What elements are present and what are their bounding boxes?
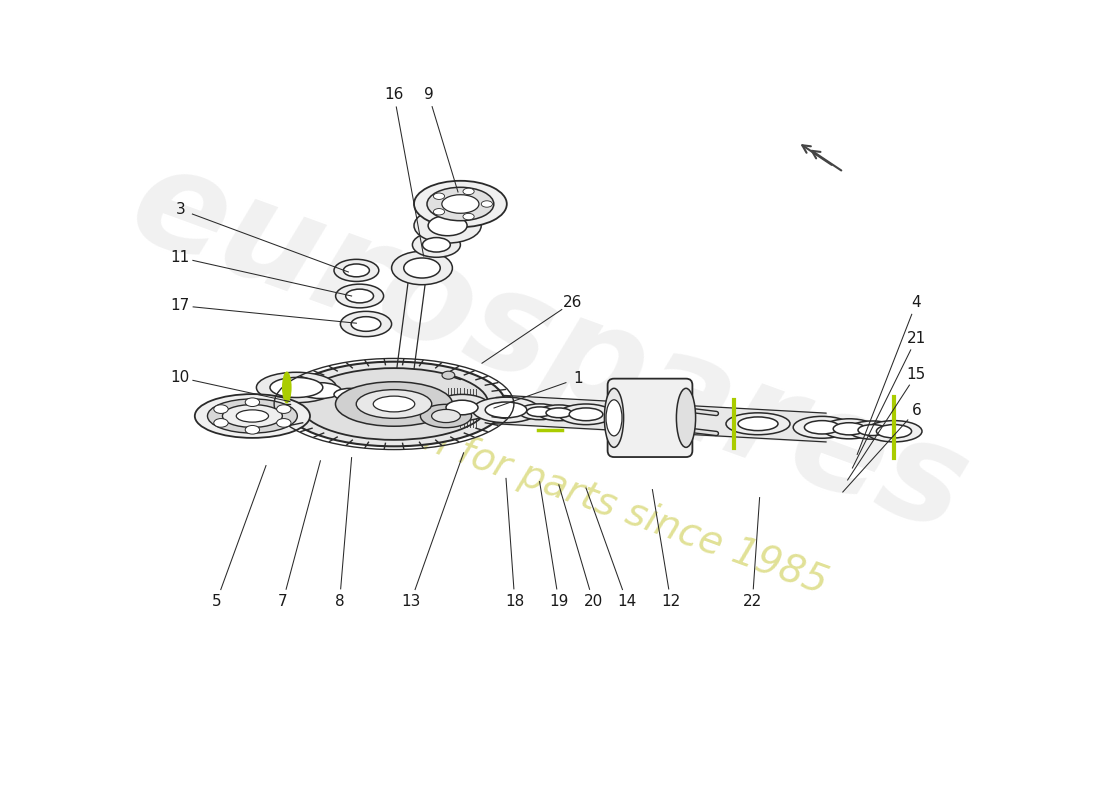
- Ellipse shape: [256, 372, 337, 402]
- Ellipse shape: [481, 201, 493, 207]
- Ellipse shape: [270, 378, 322, 398]
- Text: 6: 6: [912, 403, 922, 418]
- Text: 1: 1: [573, 371, 583, 386]
- Ellipse shape: [538, 405, 580, 421]
- Ellipse shape: [276, 418, 292, 427]
- Ellipse shape: [472, 397, 540, 422]
- Ellipse shape: [427, 187, 494, 221]
- Ellipse shape: [414, 208, 481, 243]
- Ellipse shape: [433, 394, 491, 421]
- Ellipse shape: [245, 426, 260, 434]
- Ellipse shape: [343, 264, 370, 277]
- Ellipse shape: [858, 425, 887, 435]
- Text: 4: 4: [912, 295, 921, 310]
- Ellipse shape: [351, 317, 381, 331]
- Text: 12: 12: [661, 594, 681, 609]
- Ellipse shape: [288, 378, 352, 402]
- Ellipse shape: [282, 371, 292, 403]
- Ellipse shape: [463, 188, 474, 194]
- Text: 16: 16: [384, 87, 404, 102]
- Ellipse shape: [485, 402, 527, 418]
- Text: 9: 9: [424, 87, 433, 102]
- Ellipse shape: [877, 425, 912, 438]
- Ellipse shape: [245, 398, 260, 406]
- Text: 20: 20: [584, 594, 603, 609]
- Ellipse shape: [392, 251, 452, 285]
- Ellipse shape: [276, 405, 292, 414]
- Ellipse shape: [236, 410, 268, 422]
- Ellipse shape: [442, 371, 454, 379]
- Text: 7: 7: [278, 594, 287, 609]
- Ellipse shape: [340, 311, 392, 337]
- Ellipse shape: [726, 413, 790, 434]
- Text: 18: 18: [505, 594, 525, 609]
- Ellipse shape: [299, 382, 341, 398]
- Ellipse shape: [414, 181, 507, 227]
- Ellipse shape: [823, 418, 876, 439]
- Ellipse shape: [606, 400, 621, 436]
- Ellipse shape: [334, 388, 366, 401]
- Text: a passion for parts since 1985: a passion for parts since 1985: [267, 366, 833, 602]
- Text: 14: 14: [617, 594, 637, 609]
- Text: 17: 17: [170, 298, 190, 313]
- Ellipse shape: [334, 259, 378, 282]
- Text: 15: 15: [906, 367, 926, 382]
- Text: 11: 11: [170, 250, 190, 265]
- Ellipse shape: [412, 232, 461, 258]
- Ellipse shape: [442, 194, 478, 214]
- Text: 8: 8: [334, 594, 344, 609]
- Ellipse shape: [431, 410, 461, 422]
- Ellipse shape: [336, 284, 384, 308]
- Ellipse shape: [283, 362, 505, 446]
- Ellipse shape: [422, 238, 450, 252]
- Ellipse shape: [323, 385, 376, 405]
- Text: 26: 26: [563, 295, 582, 310]
- Text: 13: 13: [402, 594, 420, 609]
- Text: 3: 3: [176, 202, 185, 217]
- Ellipse shape: [569, 408, 603, 421]
- Text: 21: 21: [906, 331, 926, 346]
- Ellipse shape: [345, 289, 374, 303]
- Ellipse shape: [404, 258, 440, 278]
- Ellipse shape: [433, 193, 444, 199]
- FancyBboxPatch shape: [607, 378, 692, 457]
- Text: eurospares: eurospares: [114, 134, 986, 562]
- Ellipse shape: [336, 382, 452, 426]
- Ellipse shape: [804, 421, 839, 434]
- Ellipse shape: [213, 418, 228, 427]
- Ellipse shape: [420, 404, 472, 428]
- Ellipse shape: [833, 422, 866, 435]
- Text: 22: 22: [742, 594, 762, 609]
- Ellipse shape: [222, 405, 283, 427]
- Ellipse shape: [848, 421, 896, 439]
- Ellipse shape: [738, 417, 778, 430]
- Ellipse shape: [446, 400, 478, 414]
- Ellipse shape: [433, 209, 444, 215]
- Ellipse shape: [208, 399, 297, 433]
- Ellipse shape: [604, 388, 624, 447]
- Ellipse shape: [428, 215, 468, 236]
- Ellipse shape: [866, 421, 922, 442]
- Text: 5: 5: [211, 594, 221, 609]
- Ellipse shape: [546, 408, 572, 418]
- Ellipse shape: [793, 416, 850, 438]
- Ellipse shape: [195, 394, 310, 438]
- Ellipse shape: [559, 404, 613, 425]
- Ellipse shape: [356, 390, 432, 418]
- Text: 19: 19: [549, 594, 569, 609]
- Ellipse shape: [527, 407, 552, 417]
- Ellipse shape: [299, 368, 488, 440]
- Ellipse shape: [213, 405, 228, 414]
- Ellipse shape: [373, 396, 415, 412]
- Text: 10: 10: [170, 370, 190, 385]
- Ellipse shape: [519, 404, 560, 420]
- Ellipse shape: [463, 214, 474, 220]
- Ellipse shape: [676, 388, 695, 447]
